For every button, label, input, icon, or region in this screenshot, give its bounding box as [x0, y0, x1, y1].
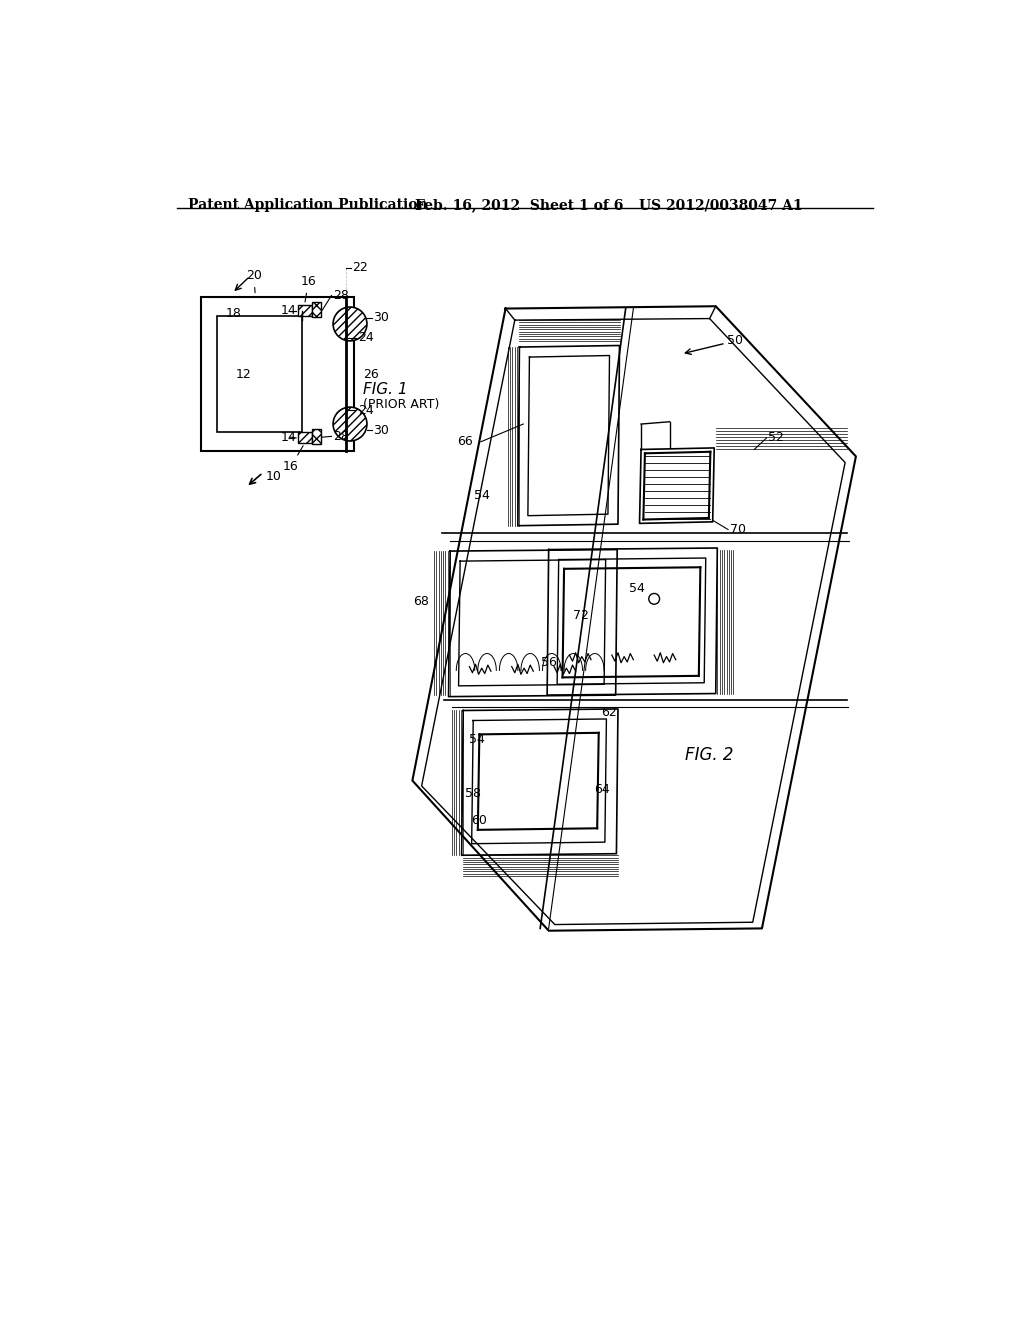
- Circle shape: [333, 308, 367, 341]
- Text: 28: 28: [333, 430, 349, 444]
- Text: 60: 60: [471, 814, 486, 828]
- Circle shape: [333, 407, 367, 441]
- Text: 16: 16: [301, 275, 316, 302]
- Text: 72: 72: [573, 609, 589, 622]
- Bar: [202, 297, 354, 451]
- Text: 54: 54: [629, 582, 644, 594]
- Text: 54: 54: [469, 733, 485, 746]
- Text: 28: 28: [333, 289, 349, 302]
- Bar: [311, 429, 321, 444]
- Text: 20: 20: [246, 269, 262, 293]
- Text: 10: 10: [265, 470, 282, 483]
- Text: 16: 16: [283, 446, 303, 474]
- Text: (PRIOR ART): (PRIOR ART): [364, 399, 439, 412]
- Text: 12: 12: [237, 367, 252, 380]
- Text: 14: 14: [281, 305, 297, 317]
- Text: 30: 30: [373, 424, 389, 437]
- Text: 54: 54: [474, 490, 489, 502]
- Text: 18: 18: [226, 308, 242, 321]
- Bar: [217, 317, 301, 432]
- Circle shape: [649, 594, 659, 605]
- Text: Patent Application Publication: Patent Application Publication: [188, 198, 428, 213]
- Text: 64: 64: [594, 783, 609, 796]
- Text: US 2012/0038047 A1: US 2012/0038047 A1: [639, 198, 803, 213]
- Text: 26: 26: [364, 367, 379, 380]
- Bar: [311, 302, 321, 317]
- Text: 62: 62: [602, 706, 617, 719]
- Bar: [298, 432, 311, 444]
- Text: 58: 58: [465, 787, 481, 800]
- Text: 30: 30: [373, 312, 389, 325]
- Text: 22: 22: [352, 261, 368, 275]
- Text: 68: 68: [413, 594, 429, 607]
- Text: 70: 70: [730, 523, 745, 536]
- Bar: [298, 305, 311, 317]
- Text: 56: 56: [541, 656, 557, 669]
- Text: 14: 14: [281, 430, 297, 444]
- Text: 50: 50: [727, 334, 743, 347]
- Text: Feb. 16, 2012  Sheet 1 of 6: Feb. 16, 2012 Sheet 1 of 6: [416, 198, 624, 213]
- Text: FIG. 2: FIG. 2: [685, 746, 733, 764]
- Text: 24: 24: [357, 331, 374, 345]
- Text: 24: 24: [357, 404, 374, 417]
- Text: 52: 52: [768, 432, 784, 445]
- Text: 66: 66: [458, 436, 473, 449]
- Text: FIG. 1: FIG. 1: [364, 381, 408, 397]
